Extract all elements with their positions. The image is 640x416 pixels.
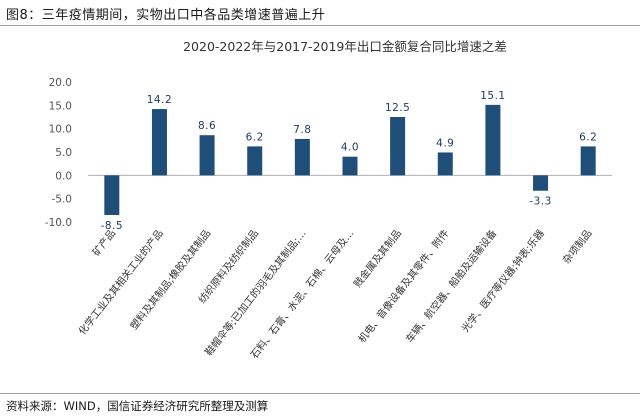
bars: [104, 104, 596, 215]
bar: [342, 156, 358, 176]
y-tick-label: 20.0: [49, 77, 72, 89]
bar: [247, 146, 263, 176]
value-labels: -8.5 14.2 8.6 6.2 7.8 4.0 12.5 4.9 15.1 -3.3 6.2: [101, 90, 597, 232]
bottom-rule: [0, 393, 640, 394]
x-tick-label: 化学工业及其相关工业的产品: [76, 227, 166, 337]
bar: [533, 175, 549, 191]
y-tick-label: 15.0: [49, 100, 72, 112]
chart-title: 2020-2022年与2017-2019年出口金额复合同比增速之差: [183, 39, 507, 54]
bar-value-label: -8.5: [101, 220, 124, 232]
y-tick-label: -5.0: [52, 194, 73, 206]
bar-value-label: 4.0: [341, 142, 359, 154]
bar-value-label: 8.6: [198, 120, 216, 132]
bar-value-label: 7.8: [293, 124, 311, 136]
x-tick-label: 杂项制品: [560, 227, 595, 267]
bar: [294, 138, 310, 176]
y-tick-label: -10.0: [45, 217, 72, 229]
x-tick-label: 车辆、航空器、船舶及运输设备: [403, 227, 499, 345]
bar: [580, 146, 596, 176]
x-tick-label: 塑料及其制品;橡胶及其制品: [127, 227, 213, 332]
top-rule: [0, 25, 640, 26]
bar: [199, 135, 215, 176]
x-axis-labels: 矿产品化学工业及其相关工业的产品塑料及其制品;橡胶及其制品纺织原料及纺织制品鞋帽…: [76, 227, 595, 361]
bar-value-label: -3.3: [529, 196, 552, 208]
x-tick-label: 贱金属及其制品: [351, 227, 404, 290]
bar-value-label: 4.9: [436, 137, 454, 149]
y-tick-label: 10.0: [49, 124, 72, 136]
bar: [390, 117, 406, 176]
y-tick-label: 0.0: [55, 170, 72, 182]
bar-value-label: 6.2: [579, 131, 597, 143]
bar-value-label: 12.5: [385, 102, 410, 114]
bar-value-label: 15.1: [480, 90, 505, 102]
bar-chart: 2020-2022年与2017-2019年出口金额复合同比增速之差 -10.0-…: [45, 39, 612, 361]
bar-value-label: 6.2: [246, 131, 264, 143]
x-tick-label: 石料、石膏、水泥、石棉、云母及…: [248, 227, 357, 361]
bar: [485, 104, 501, 176]
source-note: 资料来源：WIND，国信证券经济研究所整理及测算: [6, 399, 269, 413]
x-tick-label: 机电、音像设备及其零件、附件: [355, 227, 451, 345]
bar: [104, 175, 120, 215]
bar-value-label: 14.2: [147, 94, 172, 106]
bar: [151, 109, 167, 176]
y-tick-label: 5.0: [55, 147, 72, 159]
y-axis: -10.0 -5.0 0.0 5.0 10.0 15.0 20.0: [45, 77, 72, 229]
x-tick-label: 光学、医疗等仪器;钟表;乐器: [459, 227, 547, 335]
x-tick-label: 鞋帽伞等;已加工的羽毛及其制品;…: [202, 227, 309, 359]
figure-caption: 图8：三年疫情期间，实物出口中各品类增速普遍上升: [6, 8, 326, 23]
figure-header: 图8：三年疫情期间，实物出口中各品类增速普遍上升: [0, 0, 640, 26]
bar: [437, 152, 453, 176]
